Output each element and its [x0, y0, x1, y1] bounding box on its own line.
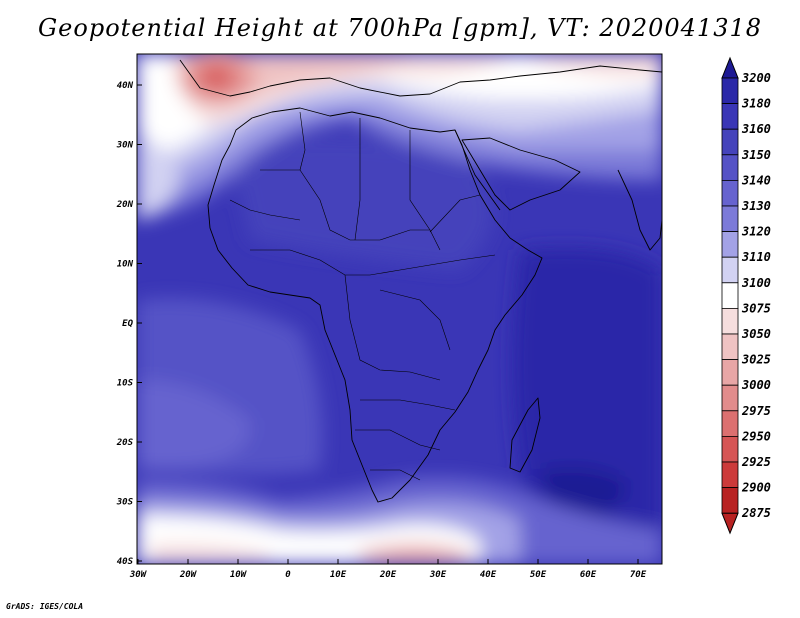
colorbar-segment: [721, 435, 739, 463]
lon-tick-label: 20W: [179, 570, 198, 580]
lon-tick-label: 10W: [230, 570, 248, 580]
lat-tick-label: 40N: [117, 81, 134, 91]
country-borders: [229, 111, 496, 481]
lat-tick-label: 40S: [117, 557, 134, 567]
lon-tick-label: 70E: [630, 570, 647, 580]
colorbar-segment: [721, 205, 739, 233]
colorbar-segment: [721, 256, 739, 284]
height-field: [137, 54, 662, 564]
lon-tick-label: 10E: [330, 570, 347, 580]
lat-tick-label: 20S: [116, 438, 134, 448]
colorbar-segment: [721, 333, 739, 361]
colorbar-label: 3025: [741, 353, 771, 367]
colorbar-label: 2950: [741, 429, 771, 443]
lon-tick-label: 50E: [530, 570, 547, 580]
lat-tick-label: 20N: [116, 200, 134, 210]
colorbar-segment: [721, 282, 739, 309]
colorbar-segment: [721, 154, 739, 181]
colorbar-segment: [721, 461, 739, 489]
india-coastline: [617, 169, 662, 251]
colorbar-label: 3000: [741, 378, 771, 392]
lon-tick-label: 20E: [379, 570, 397, 580]
colorbar-label: 3110: [741, 250, 771, 264]
colorbar-label: 3180: [741, 97, 771, 111]
colorbar-label: 3160: [741, 122, 771, 136]
madagascar-coastline: [509, 397, 541, 473]
colorbar: 3200 3180 3160 3150 3140 3130 3120 3110 3100 3075…: [721, 56, 771, 535]
africa-coastline: [207, 107, 543, 503]
arabia-coastline: [461, 137, 581, 211]
colorbar-segment: [721, 128, 739, 156]
footer-credit: GrADS: IGES/COLA: [6, 602, 84, 611]
colorbar-label: 3120: [741, 225, 771, 239]
chart-title: Geopotential Height at 700hPa [gpm], VT:…: [38, 14, 762, 42]
coastlines: [179, 59, 662, 503]
colorbar-segment: [721, 384, 739, 412]
colorbar-label: 3130: [741, 199, 771, 213]
colorbar-label: 3150: [741, 148, 771, 162]
colorbar-top-arrow: [721, 56, 739, 79]
colorbar-segment: [721, 487, 739, 514]
colorbar-bottom-arrow: [721, 512, 739, 535]
colorbar-label: 3050: [741, 327, 771, 341]
colorbar-label: 2975: [741, 404, 771, 418]
colorbar-segment: [721, 103, 739, 130]
latitude-axis: 40N 30N 20N 10N EQ 10S 20S 30S 40S: [116, 81, 142, 567]
colorbar-label: 2925: [741, 455, 771, 469]
red-sea-outline: [454, 129, 501, 211]
lat-tick-label: 30N: [116, 141, 134, 151]
lat-tick-label: 30S: [116, 498, 134, 508]
colorbar-segment: [721, 359, 739, 386]
colorbar-segment: [721, 231, 739, 258]
lon-tick-label: 60E: [580, 570, 597, 580]
lon-tick-label: 40E: [480, 570, 497, 580]
lon-tick-label: 30W: [129, 570, 148, 580]
lat-tick-label: 10N: [117, 260, 134, 270]
colorbar-label: 2900: [741, 481, 771, 495]
colorbar-label: 3100: [741, 276, 771, 290]
europe-coastline: [179, 59, 662, 97]
lat-tick-label: 10S: [117, 379, 134, 389]
colorbar-segment: [721, 307, 739, 335]
colorbar-label: 3075: [741, 301, 771, 315]
lon-tick-label: 30E: [429, 570, 447, 580]
colorbar-segment: [721, 410, 739, 437]
lat-tick-label: EQ: [122, 319, 133, 329]
map-frame: [136, 53, 663, 565]
longitude-axis: 30W 20W 10W 0 10E 20E 30E 40E 50E 60E 70E: [129, 559, 647, 580]
colorbar-label: 2875: [741, 506, 771, 520]
lon-tick-label: 0: [285, 570, 291, 580]
colorbar-segment: [721, 179, 739, 207]
colorbar-label: 3140: [741, 173, 771, 187]
colorbar-segment: [721, 77, 739, 105]
colorbar-label: 3200: [741, 71, 771, 85]
